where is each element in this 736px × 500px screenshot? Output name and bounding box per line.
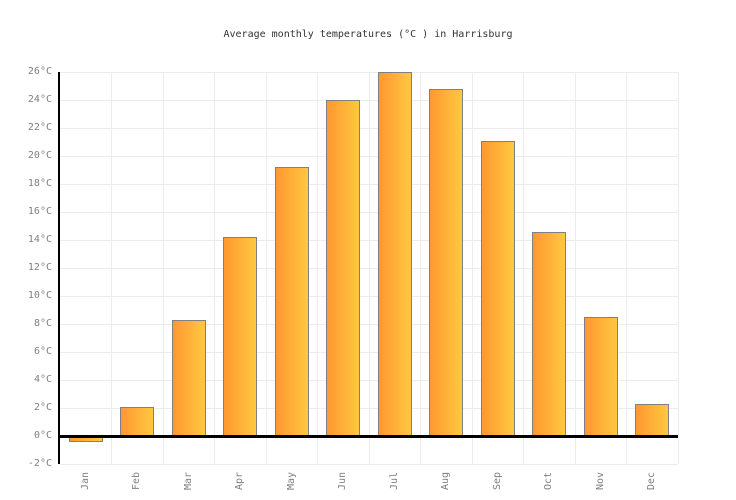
x-tick-label: Nov bbox=[594, 471, 606, 491]
x-tick-label: Apr bbox=[234, 471, 246, 491]
x-tick-label: May bbox=[285, 471, 297, 491]
x-tick-label: Feb bbox=[131, 471, 143, 491]
x-tick-label: Jul bbox=[388, 471, 400, 491]
y-tick-label: 16°C bbox=[27, 206, 52, 217]
v-gridline bbox=[162, 72, 164, 464]
v-gridline bbox=[420, 72, 421, 464]
v-gridline bbox=[574, 72, 576, 464]
h-gridline bbox=[60, 463, 678, 465]
bar-oct bbox=[532, 231, 567, 436]
y-tick-label: 12°C bbox=[27, 262, 52, 273]
bar-sep bbox=[480, 140, 515, 436]
y-tick-label: 18°C bbox=[27, 178, 52, 189]
y-tick-label: 8°C bbox=[33, 318, 52, 329]
bar-feb bbox=[120, 406, 155, 436]
y-tick-label: 20°C bbox=[27, 150, 52, 161]
x-tick-label: Jan bbox=[79, 471, 91, 491]
y-tick-label: 6°C bbox=[33, 346, 52, 357]
zero-axis-line bbox=[60, 435, 678, 438]
bar-apr bbox=[223, 237, 258, 436]
y-tick-label: 26°C bbox=[27, 66, 52, 77]
v-gridline bbox=[677, 72, 679, 464]
bar-may bbox=[274, 167, 309, 436]
bar-jun bbox=[326, 100, 361, 436]
bar-jul bbox=[377, 72, 412, 436]
y-tick-label: 14°C bbox=[27, 234, 52, 245]
v-gridline bbox=[368, 72, 370, 464]
v-gridline bbox=[265, 72, 267, 464]
y-tick-label: 0°C bbox=[33, 430, 52, 441]
bar-mar bbox=[171, 319, 206, 436]
x-tick-label: Oct bbox=[543, 471, 555, 491]
y-tick-label: -2°C bbox=[27, 458, 52, 469]
y-tick-label: 10°C bbox=[27, 290, 52, 301]
v-gridline bbox=[317, 72, 318, 464]
x-tick-label: Jun bbox=[337, 471, 349, 491]
y-tick-label: 2°C bbox=[33, 402, 52, 413]
x-tick-label: Mar bbox=[182, 471, 194, 491]
y-tick-label: 24°C bbox=[27, 94, 52, 105]
x-tick-label: Dec bbox=[646, 471, 658, 491]
bar-dec bbox=[635, 403, 670, 436]
chart-title: Average monthly temperatures (°C ) in Ha… bbox=[223, 29, 513, 40]
bar-aug bbox=[429, 88, 464, 436]
v-gridline bbox=[471, 72, 473, 464]
v-gridline bbox=[214, 72, 215, 464]
y-tick-label: 22°C bbox=[27, 122, 52, 133]
y-axis-line bbox=[58, 72, 60, 464]
bar-nov bbox=[583, 317, 618, 436]
plot-area bbox=[60, 71, 679, 465]
x-tick-label: Sep bbox=[491, 471, 503, 491]
v-gridline bbox=[111, 72, 112, 464]
x-tick-label: Aug bbox=[440, 471, 452, 491]
v-gridline bbox=[523, 72, 524, 464]
v-gridline bbox=[626, 72, 627, 464]
y-tick-label: 4°C bbox=[33, 374, 52, 385]
